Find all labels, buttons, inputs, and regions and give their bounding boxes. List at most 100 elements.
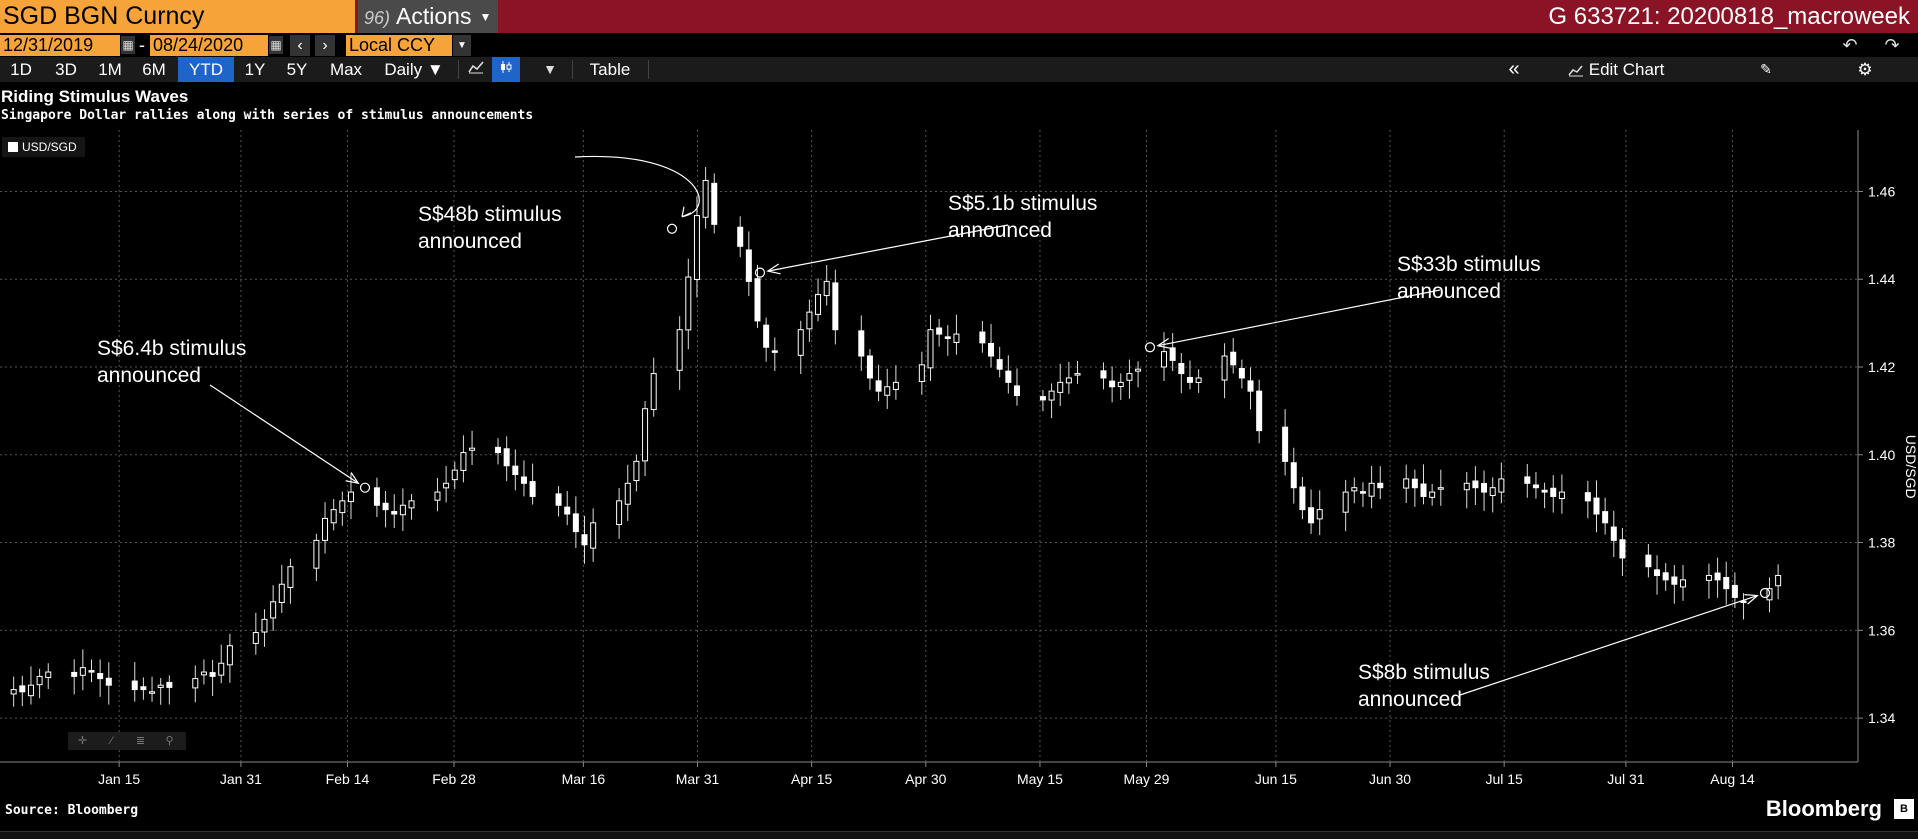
candle-body: [564, 506, 571, 515]
candle: [71, 659, 78, 695]
candle-body: [624, 482, 631, 505]
candle: [1178, 352, 1185, 394]
gear-icon[interactable]: ⚙: [1857, 60, 1873, 79]
candle-body: [702, 179, 709, 218]
annotation-text: S$33b stimulus: [1397, 253, 1541, 276]
candle-body: [460, 452, 467, 471]
candle: [1662, 563, 1669, 591]
candle: [1308, 489, 1315, 534]
chevron-down-icon[interactable]: ▼: [543, 61, 557, 77]
candle: [927, 314, 934, 381]
x-tick-label: May 15: [1017, 771, 1063, 787]
candle-body: [1256, 390, 1263, 432]
table-button[interactable]: Table: [589, 60, 631, 79]
chevron-right-icon[interactable]: ›: [315, 35, 335, 56]
draw-icon[interactable]: ⁄: [110, 735, 113, 747]
line-chart-icon[interactable]: [462, 57, 490, 82]
x-tick-label: Mar 16: [562, 771, 606, 787]
annotation-text: S$48b stimulus: [418, 203, 562, 226]
candle-chart-icon[interactable]: [492, 57, 520, 82]
candle: [200, 659, 207, 685]
annotation-arrow: [209, 384, 359, 484]
candle: [1256, 379, 1263, 444]
crosshair-icon[interactable]: ✛: [77, 735, 88, 747]
calendar-icon[interactable]: ▦: [269, 36, 283, 54]
candle: [1377, 466, 1384, 500]
candle-body: [944, 336, 951, 339]
start-date-field[interactable]: 12/31/2019: [0, 35, 120, 56]
candle: [745, 231, 752, 297]
menu-icon[interactable]: ≣: [135, 735, 146, 747]
actions-menu-button[interactable]: 96) Actions ▼: [358, 0, 498, 33]
candle-body: [495, 446, 502, 454]
candle: [1610, 510, 1617, 558]
redo-icon[interactable]: ↷: [1884, 35, 1900, 55]
candle-body: [815, 294, 822, 315]
candle-body: [287, 566, 294, 588]
grid-lines: [0, 130, 1859, 763]
calendar-icon[interactable]: ▦: [121, 36, 135, 54]
legend[interactable]: USD/SGD: [2, 137, 85, 157]
candle-body: [650, 373, 657, 411]
y-tick-label: 1.40: [1868, 447, 1895, 463]
candle: [382, 491, 389, 528]
candlestick-chart[interactable]: S$6.4b stimulus announced S$48b stimulus an…: [0, 130, 1918, 790]
zoom-icon[interactable]: ⚲: [165, 735, 174, 747]
chevron-down-icon[interactable]: ▼: [453, 35, 471, 56]
divider: [648, 60, 649, 79]
candle-body: [754, 278, 761, 322]
candle: [988, 324, 995, 368]
candle: [1403, 464, 1410, 503]
range-1d-button[interactable]: 1D: [10, 60, 32, 79]
candle: [1714, 557, 1721, 598]
candle: [408, 494, 415, 520]
candle: [451, 461, 458, 490]
candle: [1230, 337, 1237, 374]
range-1m-button[interactable]: 1M: [98, 60, 122, 79]
candle-body: [330, 509, 337, 524]
candle: [944, 325, 951, 356]
candle: [1299, 476, 1306, 520]
candle: [1593, 480, 1600, 533]
candle: [166, 675, 173, 705]
range-max-button[interactable]: Max: [329, 60, 363, 79]
candle-body: [1299, 486, 1306, 511]
candle: [460, 435, 467, 483]
chevron-left-icon[interactable]: ‹: [290, 35, 310, 56]
candle: [209, 659, 216, 697]
annotation-text: S$5.1b stimulus: [948, 192, 1097, 215]
range-6m-button[interactable]: 6M: [142, 60, 166, 79]
candle-body: [1100, 370, 1107, 379]
candle: [45, 663, 52, 689]
end-date-field[interactable]: 08/24/2020: [150, 35, 268, 56]
candle: [815, 278, 822, 322]
candle-body: [443, 482, 450, 489]
candle: [226, 633, 233, 683]
collapse-icon[interactable]: «: [1508, 58, 1520, 80]
ticker-field[interactable]: SGD BGN Curncy: [0, 0, 355, 33]
candle-body: [953, 333, 960, 343]
range-ytd-button[interactable]: YTD: [178, 57, 234, 82]
y-tick-label: 1.36: [1868, 622, 1895, 638]
undo-icon[interactable]: ↶: [1842, 35, 1858, 55]
range-5y-button[interactable]: 5Y: [286, 60, 308, 79]
candle-body: [1195, 377, 1202, 383]
range-1y-button[interactable]: 1Y: [244, 60, 266, 79]
candle-body: [469, 447, 476, 451]
currency-select[interactable]: Local CCY: [346, 35, 452, 56]
x-tick-label: Apr 15: [791, 771, 832, 787]
candle: [1584, 480, 1591, 519]
y-axis: 1.34 1.36 1.38 1.40 1.42 1.44 1.46 USD/SGD: [1858, 183, 1918, 726]
candle-body: [1671, 576, 1678, 585]
candle-body: [1654, 569, 1661, 576]
candle-body: [226, 645, 233, 666]
candle-body: [1186, 376, 1193, 383]
frequency-select[interactable]: Daily ▼: [384, 60, 444, 79]
edit-chart-button[interactable]: Edit Chart: [1568, 57, 1698, 82]
annotate-icon[interactable]: ✎: [1760, 61, 1772, 77]
annotations: S$6.4b stimulus announced S$48b stimulus an…: [97, 155, 1771, 711]
candle: [1705, 563, 1712, 599]
range-3d-button[interactable]: 3D: [55, 60, 77, 79]
candle: [27, 666, 34, 705]
x-tick-label: May 29: [1124, 771, 1170, 787]
